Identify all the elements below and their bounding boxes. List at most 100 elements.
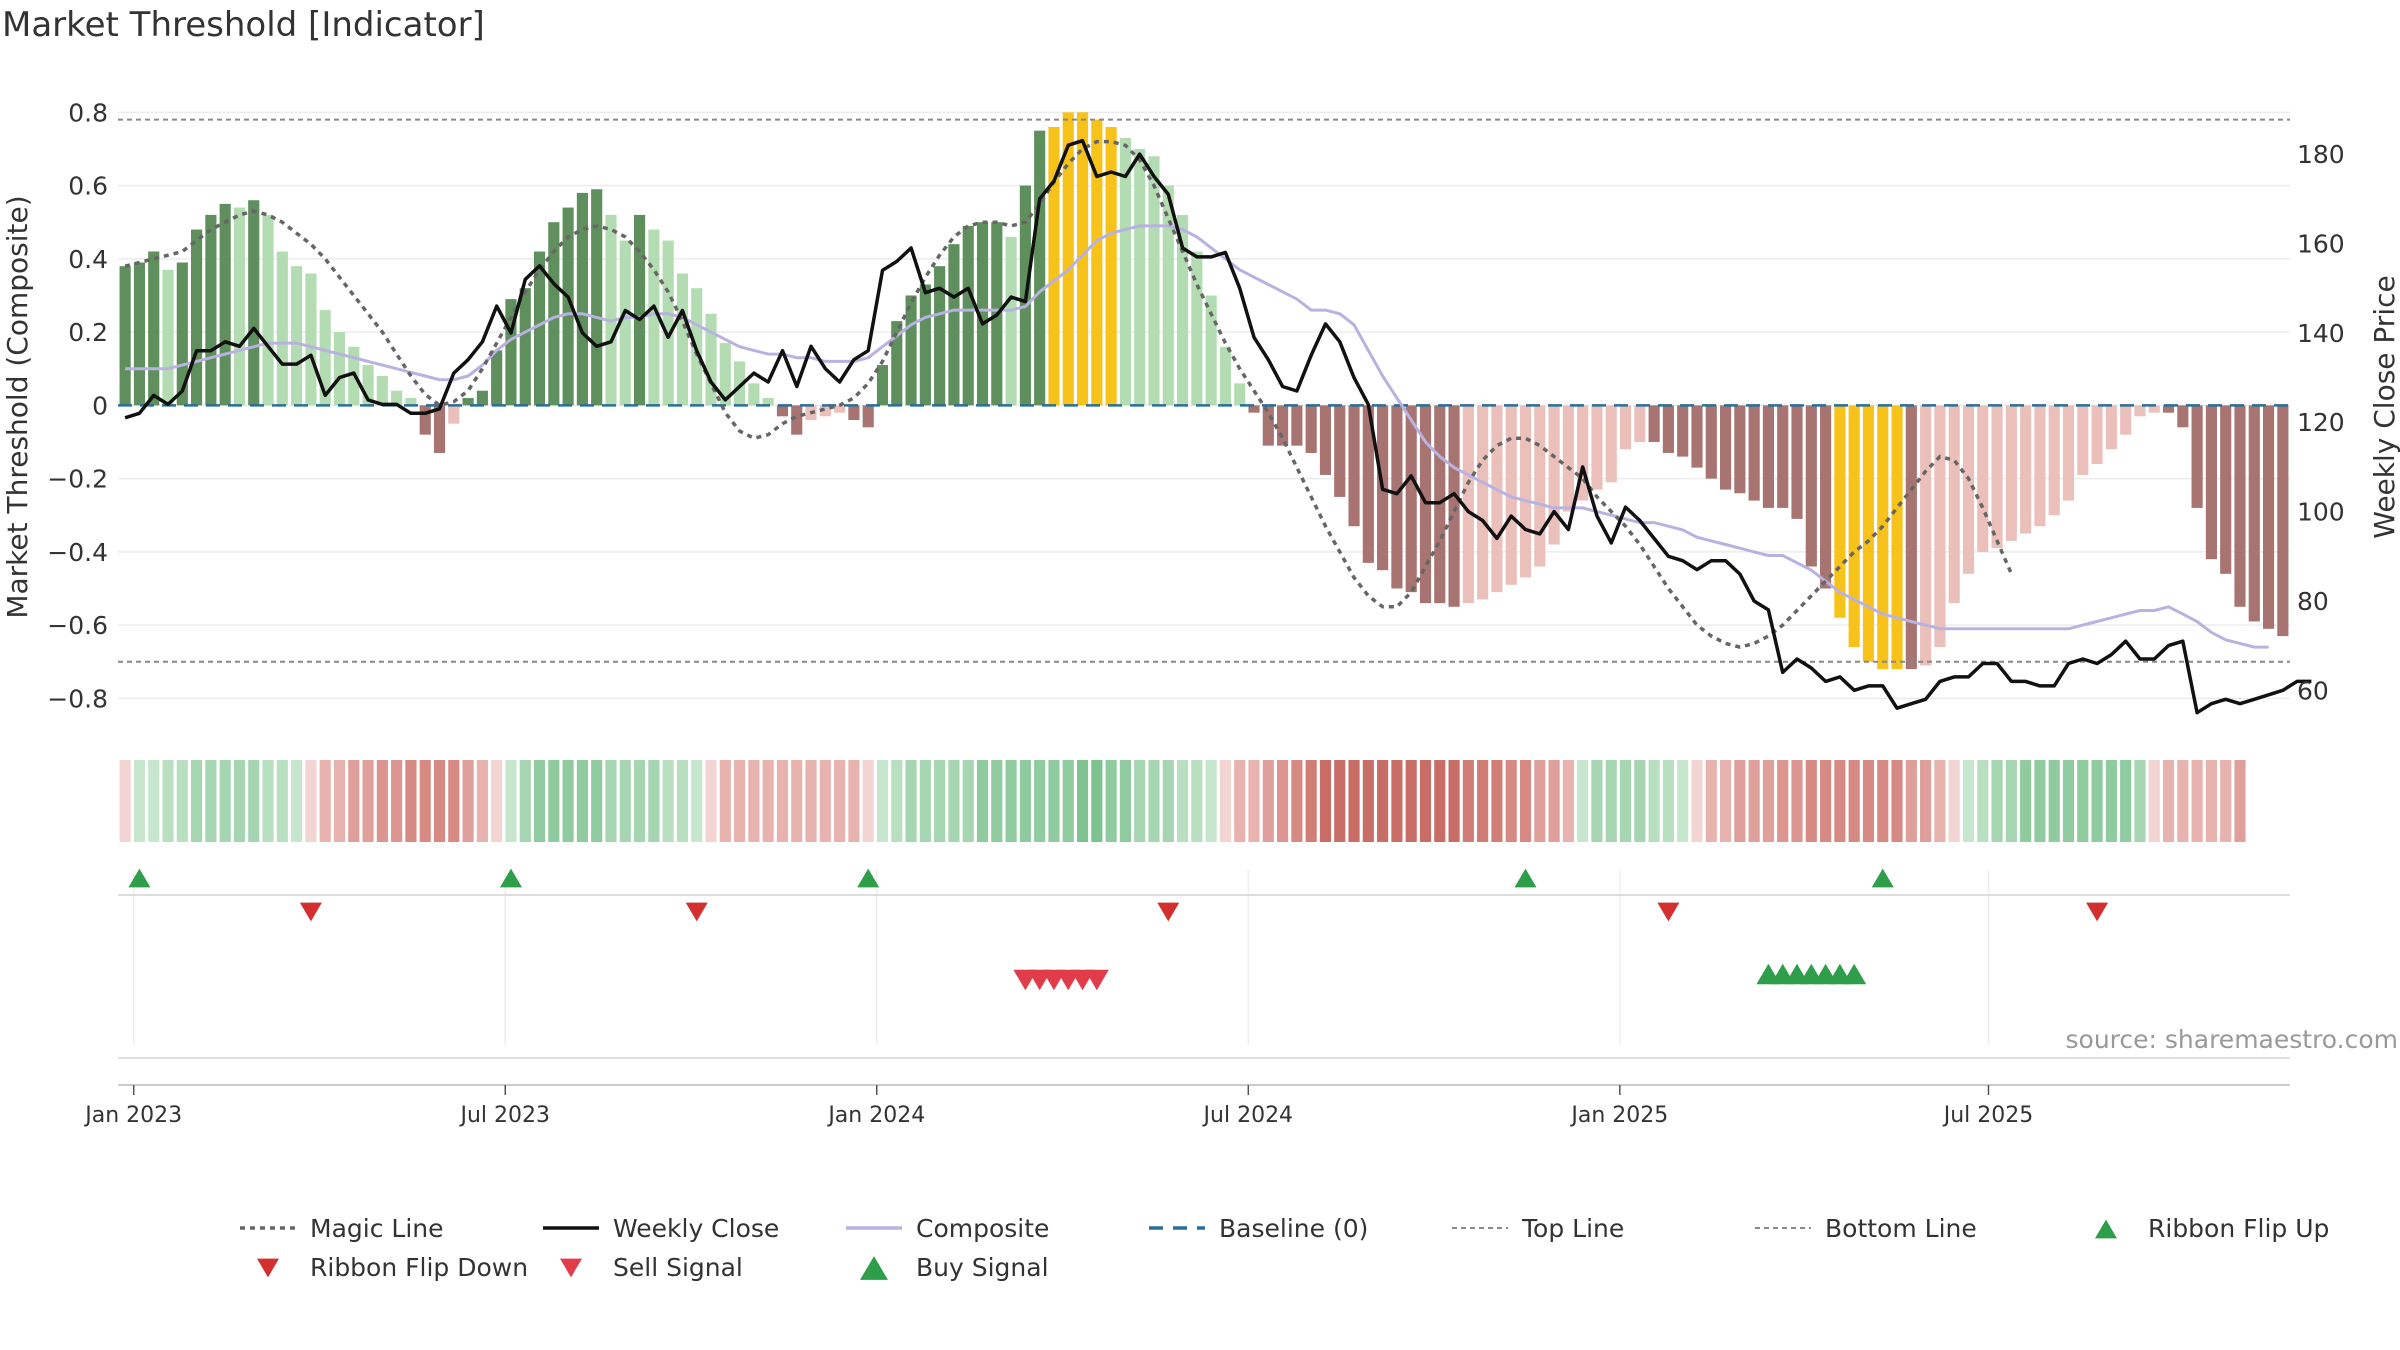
composite-bar (1705, 405, 1717, 479)
composite-bar (1119, 137, 1131, 406)
y-axis-label: Market Threshold (Composite) (1, 195, 34, 618)
regime-bar (419, 760, 431, 842)
regime-bar (691, 760, 703, 842)
regime-bar (176, 760, 188, 842)
composite-bar (2077, 405, 2089, 475)
composite-bar (576, 192, 588, 406)
regime-bar (2148, 760, 2160, 842)
composite-bar (1391, 405, 1403, 589)
regime-bar (876, 760, 889, 842)
composite-bar (1762, 405, 1775, 508)
composite-bar (462, 398, 474, 406)
composite-bar (633, 214, 646, 406)
regime-bar (1820, 760, 1832, 842)
regime-bar (1062, 760, 1074, 842)
composite-bar (748, 383, 760, 406)
regime-bar (1805, 760, 1817, 842)
regime-bar (362, 760, 374, 842)
legend-swatch (560, 1258, 582, 1278)
composite-bar (1162, 185, 1174, 406)
y-tick-label: −0.2 (47, 465, 108, 494)
regime-bar (1619, 760, 1632, 842)
composite-bar (205, 214, 217, 406)
composite-bar (1591, 405, 1603, 490)
composite-bar (1134, 148, 1146, 406)
regime-bar (1448, 760, 1460, 842)
regime-bar (2020, 760, 2032, 842)
regime-bar (1548, 760, 1560, 842)
composite-bar (233, 207, 246, 406)
regime-bar (2120, 760, 2132, 842)
composite-bar (405, 398, 417, 406)
y2-tick-label: 100 (2297, 498, 2345, 527)
composite-bar (291, 266, 303, 406)
composite-bar (2177, 405, 2189, 428)
composite-bar (891, 321, 903, 406)
regime-bar (1205, 760, 1217, 842)
legend-label: Top Line (1521, 1214, 1624, 1243)
composite-bar (2220, 405, 2232, 574)
legend-label: Baseline (0) (1219, 1214, 1368, 1243)
composite-bar (605, 214, 617, 406)
composite-bar (1748, 405, 1760, 501)
regime-bar (1005, 760, 1017, 842)
regime-bar (2105, 760, 2117, 842)
ribbon-flip-down-marker (299, 902, 322, 922)
y2-tick-label: 140 (2297, 319, 2345, 348)
regime-bar (976, 760, 989, 842)
regime-bar (1477, 760, 1489, 842)
composite-bar (776, 405, 789, 417)
composite-bar (619, 240, 631, 406)
regime-bar (2091, 760, 2103, 842)
composite-bar (662, 240, 674, 406)
composite-bar (1977, 405, 1989, 552)
composite-bar (562, 207, 574, 406)
regime-bar (1891, 760, 1903, 842)
composite-bar (2034, 405, 2046, 527)
regime-bar (1134, 760, 1146, 842)
y2-axis-label: Weekly Close Price (2368, 275, 2400, 538)
regime-bar (1419, 760, 1432, 842)
regime-bar (305, 760, 317, 842)
composite-bar (1105, 126, 1117, 406)
regime-bar (348, 760, 360, 842)
regime-bar (548, 760, 560, 842)
composite-bar (433, 405, 446, 453)
regime-bar (2048, 760, 2060, 842)
legend-item: Composite (846, 1214, 1049, 1243)
regime-bar (1877, 760, 1889, 842)
composite-bar (1848, 405, 1860, 648)
regime-bar (1162, 760, 1174, 842)
regime-bar (1577, 760, 1589, 842)
composite-bar (962, 225, 974, 406)
composite-bar (1462, 405, 1474, 604)
regime-bar (291, 760, 303, 842)
regime-bar (1176, 760, 1189, 842)
regime-bar (333, 760, 346, 842)
composite-bar (219, 203, 231, 406)
regime-bar (1119, 760, 1131, 842)
regime-bar (1648, 760, 1660, 842)
regime-bar (376, 760, 388, 842)
regime-bar (1348, 760, 1360, 842)
regime-bar (519, 760, 531, 842)
legend-label: Bottom Line (1825, 1214, 1977, 1243)
composite-bar (1277, 405, 1289, 446)
regime-bar (1105, 760, 1117, 842)
composite-bar (1076, 112, 1089, 406)
composite-bar (191, 229, 203, 406)
composite-bar (176, 262, 188, 406)
regime-bar (891, 760, 903, 842)
composite-bar (1734, 405, 1746, 494)
regime-bar (919, 760, 931, 842)
composite-bar (2248, 405, 2260, 622)
composite-bar (734, 361, 746, 406)
regime-bar (2220, 760, 2232, 842)
composite-bar (705, 313, 717, 406)
composite-bar (248, 200, 260, 406)
composite-bar (1962, 405, 1975, 574)
y-tick-label: 0.8 (68, 98, 108, 127)
composite-bar (2134, 405, 2146, 417)
regime-bar (1505, 760, 1517, 842)
